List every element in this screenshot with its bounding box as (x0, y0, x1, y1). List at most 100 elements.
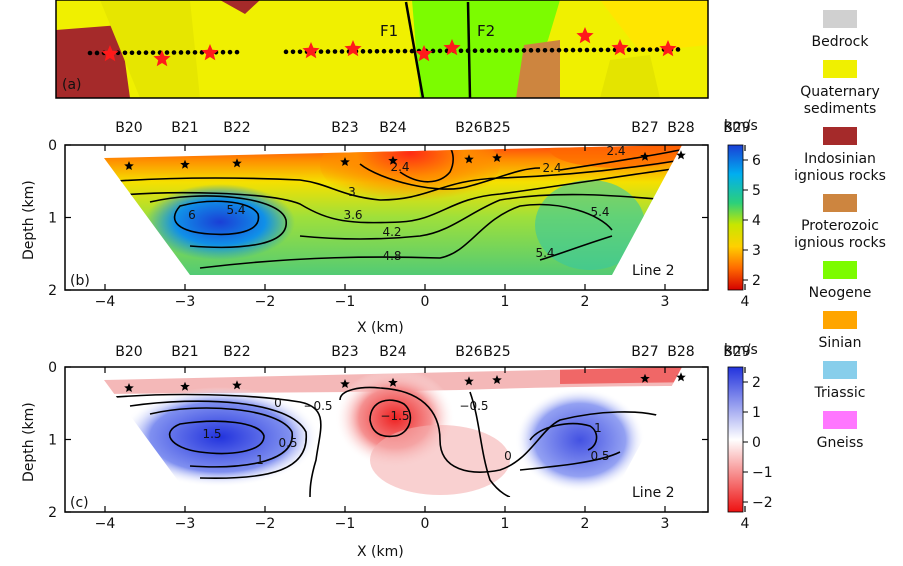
survey-dot (598, 47, 604, 53)
survey-dot (402, 48, 408, 54)
colorbar-tick-label: 2 (752, 273, 761, 289)
x-tick-label: 3 (661, 294, 670, 310)
legend-swatch (823, 311, 857, 329)
velocity-model: 6 5.432.43.64.24.8 5.42.42.45.4 (104, 144, 742, 275)
survey-dot (570, 47, 576, 53)
contour-label: 3 (348, 185, 356, 199)
x-tick-label: −2 (255, 516, 276, 532)
survey-dot (465, 48, 471, 54)
contour-label: 0 (504, 449, 512, 463)
legend-swatch (823, 411, 857, 429)
survey-dot (87, 50, 93, 56)
contour-label: 4.8 (382, 249, 401, 263)
legend-label: sediments (804, 101, 877, 117)
map-station-star (611, 39, 629, 56)
contour-label: 0 (274, 396, 282, 410)
y-tick-label: 1 (48, 211, 57, 227)
survey-dot (129, 50, 135, 56)
survey-dot (360, 49, 366, 54)
contour-labels-c: 0 −0.5 1.5 0.5 1 −1.5 −0.5 0 1 0.5 (202, 396, 609, 467)
colorbar-c (727, 366, 744, 513)
legend-swatch (823, 60, 857, 78)
x-tick-label: 4 (741, 294, 750, 310)
survey-dot (563, 47, 569, 53)
station-star (676, 150, 686, 160)
station-label: B25 (483, 120, 510, 136)
station-label: B23 (331, 344, 358, 360)
station-label: B24 (379, 344, 407, 360)
station-label: B29 (723, 120, 750, 136)
station-star (464, 154, 474, 164)
survey-dot (290, 49, 296, 55)
station-labels-b: B20 B21 B22 B23 B24 B26 B25 B27 B28 B29 (115, 120, 750, 136)
y-tick-label: 0 (48, 360, 57, 376)
survey-dot (164, 50, 170, 55)
legend-label: Indosinian (804, 151, 876, 167)
geology-legend: BedrockQuaternarysedimentsIndosinianigni… (794, 10, 886, 451)
survey-dot (94, 50, 100, 56)
survey-dot (150, 50, 156, 55)
station-star (464, 376, 474, 386)
contour-label: 1.5 (202, 427, 221, 441)
map-station-star (659, 40, 677, 57)
station-label: B26 (455, 120, 483, 136)
colorbar-b (727, 144, 744, 291)
survey-dot (325, 49, 331, 54)
colorbar-tick-label: 3 (752, 243, 761, 259)
map-station-star (153, 50, 171, 67)
panel-b-line-label: Line 2 (632, 263, 675, 279)
survey-dot (479, 48, 485, 53)
survey-dot (654, 47, 660, 52)
survey-dot (374, 48, 380, 54)
contour-label: 2.4 (542, 161, 561, 175)
contour-label: 2.4 (606, 144, 625, 158)
legend-label: Triassic (814, 385, 866, 401)
station-star (232, 380, 242, 390)
survey-dot (500, 48, 506, 53)
station-label: B29 (723, 344, 750, 360)
survey-dot (542, 47, 548, 53)
survey-dot (430, 48, 436, 54)
survey-dot (675, 47, 681, 52)
x-tick-label: −3 (175, 516, 196, 532)
survey-dot (472, 48, 478, 53)
contour-label: 5.4 (535, 246, 554, 260)
station-star (180, 381, 190, 391)
colorbar-tick-label: −2 (752, 495, 773, 511)
x-tick-label: −3 (175, 294, 196, 310)
contour-label: −1.5 (380, 409, 409, 423)
colorbar-tick-label: 0 (752, 435, 761, 451)
survey-dot (647, 47, 653, 52)
survey-dot (381, 48, 387, 54)
x-tick-label: 4 (741, 516, 750, 532)
station-label: B20 (115, 120, 142, 136)
colorbar-tick-label: 2 (752, 375, 761, 391)
legend-swatch (823, 194, 857, 212)
map-station-stars (101, 27, 677, 67)
contour-label: 0.5 (278, 436, 297, 450)
legend-label: Proterozoic (801, 218, 879, 234)
survey-dot (514, 48, 520, 53)
x-tick-label: 2 (581, 516, 590, 532)
map-station-star (415, 45, 433, 62)
survey-dot (143, 50, 149, 55)
station-label: B22 (223, 344, 250, 360)
contour-label: −0.5 (303, 399, 332, 413)
fault-label-f1: F1 (380, 22, 398, 40)
map-station-star (344, 40, 362, 57)
axes-b: −4 −3 −2 −1 0 1 2 3 4 0 1 2 (48, 138, 749, 310)
contour-label: −0.5 (459, 399, 488, 413)
station-label: B28 (667, 344, 694, 360)
station-label: B21 (171, 344, 198, 360)
survey-dot (136, 50, 142, 56)
geology-map (56, 0, 708, 98)
station-label: B22 (223, 120, 250, 136)
map-station-star (443, 39, 461, 56)
legend-label: ignious rocks (794, 235, 886, 251)
contour-label: 5.4 (590, 205, 609, 219)
colorbar-tick-label: 5 (752, 183, 761, 199)
legend-label: ignious rocks (794, 168, 886, 184)
survey-dot (220, 49, 226, 55)
station-star (180, 159, 190, 169)
